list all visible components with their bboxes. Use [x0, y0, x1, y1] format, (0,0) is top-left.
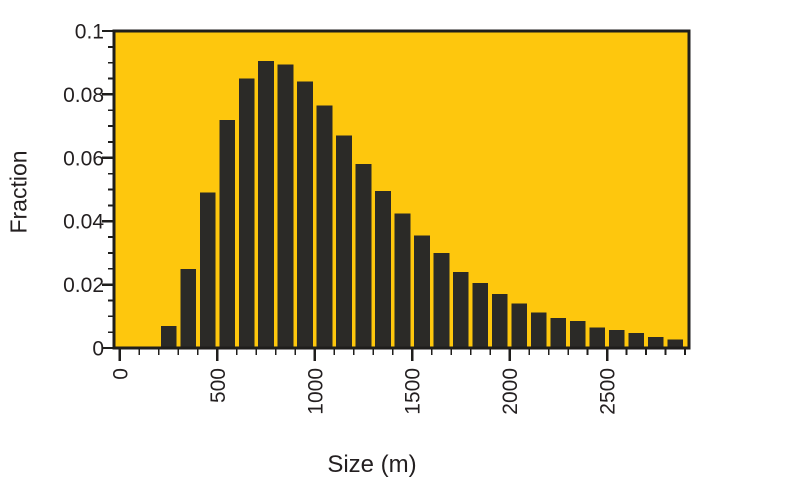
x-tick-label: 0	[109, 368, 132, 380]
y-tick-label: 0.04	[63, 211, 104, 234]
bar	[531, 312, 547, 348]
x-tick-label: 2000	[499, 368, 522, 415]
bar	[589, 327, 606, 348]
y-tick-label: 0.08	[63, 84, 104, 107]
y-tick-label: 0.02	[63, 274, 104, 297]
bar	[297, 81, 313, 348]
x-tick-label: 1500	[402, 368, 425, 415]
bar	[453, 271, 469, 348]
bar	[277, 64, 294, 348]
bar	[219, 119, 235, 348]
bar	[550, 317, 567, 348]
bar	[667, 339, 684, 348]
bar	[511, 303, 528, 348]
bar	[492, 294, 508, 348]
bar	[258, 61, 274, 349]
bar	[570, 321, 586, 348]
bar	[394, 213, 411, 348]
bar	[375, 191, 391, 348]
x-axis-title: Size (m)	[327, 451, 417, 478]
bar	[648, 336, 664, 348]
bar	[316, 105, 333, 348]
bar	[472, 283, 489, 348]
bar	[238, 78, 255, 349]
y-axis-title: Fraction	[5, 150, 32, 234]
bar	[414, 235, 430, 348]
y-tick-label: 0.06	[63, 147, 104, 170]
bar	[199, 192, 216, 348]
bar	[336, 135, 352, 348]
x-tick-label: 2500	[597, 368, 620, 415]
bar	[628, 333, 645, 348]
x-tick-label: 500	[207, 368, 230, 403]
bar	[609, 329, 625, 348]
x-tick-label: 1000	[304, 368, 327, 415]
y-tick-label: 0	[92, 338, 104, 361]
bar	[160, 325, 177, 348]
y-tick-label: 0.1	[75, 21, 104, 44]
bar	[355, 164, 372, 348]
bar	[180, 268, 196, 348]
bar	[433, 252, 450, 348]
